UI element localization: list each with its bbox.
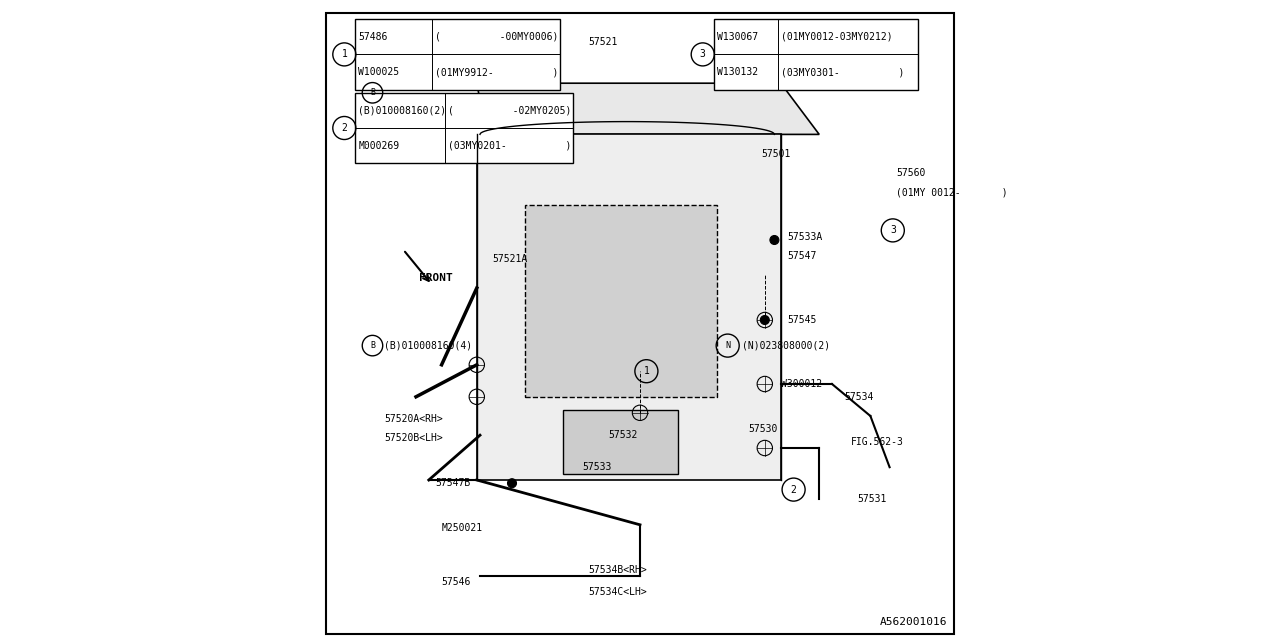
Text: 57530: 57530 [749,424,778,434]
Bar [356,19,561,90]
Text: 57560: 57560 [896,168,925,178]
Text: 1: 1 [342,49,347,60]
Text: A562001016: A562001016 [879,617,947,627]
Text: (01MY9912-          ): (01MY9912- ) [435,67,558,77]
Text: 57547B: 57547B [435,478,471,488]
Bar [356,93,573,163]
Text: 57533: 57533 [582,462,612,472]
Text: W130067: W130067 [717,32,758,42]
Text: W130132: W130132 [717,67,758,77]
Polygon shape [477,134,781,480]
Text: 57547: 57547 [787,251,817,261]
Text: 57531: 57531 [858,494,887,504]
Text: FIG.562-3: FIG.562-3 [851,436,904,447]
Circle shape [507,479,517,488]
Text: 57521A: 57521A [493,254,529,264]
Text: 2: 2 [342,123,347,133]
Text: W100025: W100025 [358,67,399,77]
Circle shape [760,316,769,324]
Text: 57486: 57486 [358,32,388,42]
Bar [525,205,717,397]
Polygon shape [477,83,819,134]
Text: (          -00MY0006): ( -00MY0006) [435,32,558,42]
Text: FRONT: FRONT [420,273,453,284]
Text: 2: 2 [791,484,796,495]
Text: B: B [370,341,375,350]
Text: 57520A<RH>: 57520A<RH> [384,414,443,424]
Text: 57546: 57546 [442,577,471,588]
Text: 57520B<LH>: 57520B<LH> [384,433,443,444]
Text: 57534C<LH>: 57534C<LH> [589,587,648,597]
Text: (          -02MY0205): ( -02MY0205) [448,106,571,115]
Text: (N)023808000(2): (N)023808000(2) [742,340,831,351]
Text: (01MY 0012-       ): (01MY 0012- ) [896,187,1007,197]
Bar [714,19,919,90]
Text: 1: 1 [644,366,649,376]
Text: (01MY0012-03MY0212): (01MY0012-03MY0212) [781,32,892,42]
Text: 57521: 57521 [589,36,618,47]
Text: M250021: M250021 [442,523,483,533]
Bar [563,410,678,474]
Text: (B)010008160(2): (B)010008160(2) [358,106,447,115]
Text: N: N [726,341,730,350]
Text: B: B [370,88,375,97]
Text: 57534: 57534 [845,392,874,402]
Text: 57545: 57545 [787,315,817,325]
Text: (03MY0201-          ): (03MY0201- ) [448,141,571,150]
Text: 57534B<RH>: 57534B<RH> [589,564,648,575]
Text: 57501: 57501 [762,148,791,159]
Text: 3: 3 [700,49,705,60]
Text: (B)010008160(4): (B)010008160(4) [384,340,472,351]
Circle shape [771,236,778,244]
Text: 57532: 57532 [608,430,637,440]
Text: M000269: M000269 [358,141,399,150]
Text: 3: 3 [890,225,896,236]
Text: W300012: W300012 [781,379,822,389]
Text: (03MY0301-          ): (03MY0301- ) [781,67,904,77]
Text: 57533A: 57533A [787,232,823,242]
